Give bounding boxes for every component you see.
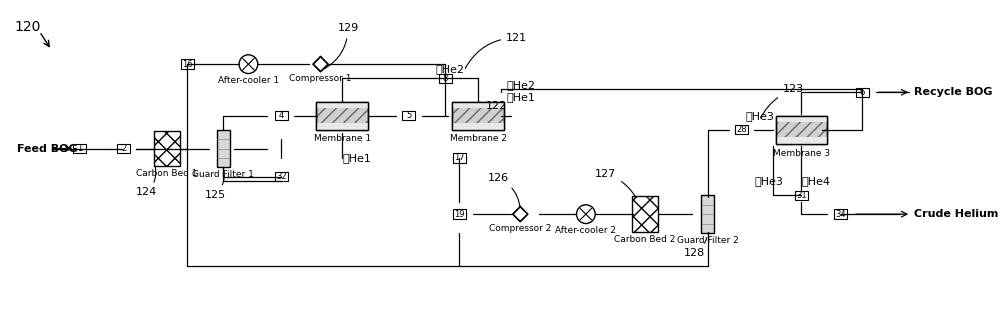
- Text: 富He2: 富He2: [436, 64, 465, 74]
- Text: 贯He1: 贯He1: [506, 92, 535, 102]
- Text: 124: 124: [136, 167, 157, 198]
- Bar: [275, 111, 288, 121]
- Text: Crude Helium: Crude Helium: [914, 209, 998, 219]
- Text: 128: 128: [684, 238, 707, 258]
- Bar: [316, 102, 368, 130]
- Bar: [73, 144, 86, 153]
- Text: 31: 31: [796, 191, 807, 200]
- Text: 123: 123: [761, 84, 804, 118]
- Bar: [154, 131, 180, 166]
- Bar: [632, 196, 658, 232]
- Bar: [181, 59, 194, 69]
- Text: 富He4: 富He4: [801, 176, 830, 186]
- Bar: [316, 102, 368, 108]
- Bar: [439, 74, 452, 83]
- Text: Membrane 3: Membrane 3: [773, 149, 830, 157]
- Text: 17: 17: [454, 153, 465, 162]
- Text: 120: 120: [15, 20, 41, 34]
- Bar: [316, 102, 368, 130]
- Text: 贯He2: 贯He2: [506, 80, 535, 90]
- Bar: [735, 125, 748, 135]
- Text: After-cooler 1: After-cooler 1: [218, 76, 279, 85]
- Bar: [776, 116, 827, 144]
- Bar: [795, 191, 808, 200]
- Text: Recycle BOG: Recycle BOG: [914, 87, 992, 97]
- Text: 6: 6: [860, 88, 865, 97]
- Bar: [402, 111, 415, 121]
- Text: 34: 34: [836, 210, 846, 219]
- Bar: [452, 102, 504, 108]
- Bar: [452, 102, 504, 130]
- Text: 19: 19: [454, 210, 465, 219]
- Bar: [856, 88, 869, 97]
- Text: Membrane 2: Membrane 2: [450, 135, 507, 143]
- Text: 富He1: 富He1: [342, 153, 371, 163]
- Text: Membrane 1: Membrane 1: [314, 135, 371, 143]
- Bar: [776, 137, 827, 144]
- Bar: [452, 102, 504, 130]
- Bar: [316, 102, 368, 130]
- Text: Compressor 1: Compressor 1: [289, 74, 352, 84]
- Bar: [776, 116, 827, 144]
- Bar: [316, 123, 368, 130]
- Text: 129: 129: [323, 23, 359, 69]
- Text: 121: 121: [465, 33, 527, 68]
- Bar: [776, 116, 827, 122]
- Bar: [117, 144, 130, 153]
- Circle shape: [576, 205, 595, 223]
- Circle shape: [239, 55, 258, 74]
- Text: 126: 126: [487, 173, 520, 207]
- Text: 贯He3: 贯He3: [745, 111, 774, 121]
- Text: Guard Filter 2: Guard Filter 2: [677, 236, 739, 245]
- Text: 32: 32: [276, 172, 287, 181]
- Text: Compressor 2: Compressor 2: [489, 224, 551, 233]
- Bar: [275, 172, 288, 181]
- Bar: [452, 102, 504, 130]
- Text: 125: 125: [204, 170, 225, 200]
- Text: Carbon Bed 2: Carbon Bed 2: [614, 235, 676, 244]
- Polygon shape: [313, 57, 328, 72]
- Bar: [452, 123, 504, 130]
- Bar: [453, 209, 466, 219]
- Text: 5: 5: [406, 111, 411, 120]
- Bar: [834, 209, 847, 219]
- Bar: [453, 153, 466, 162]
- Bar: [217, 130, 230, 167]
- Text: 127: 127: [595, 169, 636, 198]
- Polygon shape: [513, 207, 528, 222]
- Bar: [776, 116, 827, 144]
- Text: 8: 8: [443, 74, 448, 83]
- Text: 4: 4: [279, 111, 284, 120]
- Text: After-cooler 2: After-cooler 2: [555, 226, 616, 235]
- Text: 16: 16: [182, 60, 193, 69]
- Text: 富He3: 富He3: [755, 176, 783, 186]
- Text: Carbon Bed 1: Carbon Bed 1: [136, 169, 198, 178]
- Text: 28: 28: [736, 125, 747, 134]
- Text: Guard Filter 1: Guard Filter 1: [192, 170, 254, 179]
- Text: 1: 1: [77, 144, 82, 153]
- Text: Feed BOG: Feed BOG: [17, 144, 77, 154]
- Text: 2: 2: [121, 144, 126, 153]
- Text: 122: 122: [486, 101, 507, 111]
- Bar: [701, 195, 714, 233]
